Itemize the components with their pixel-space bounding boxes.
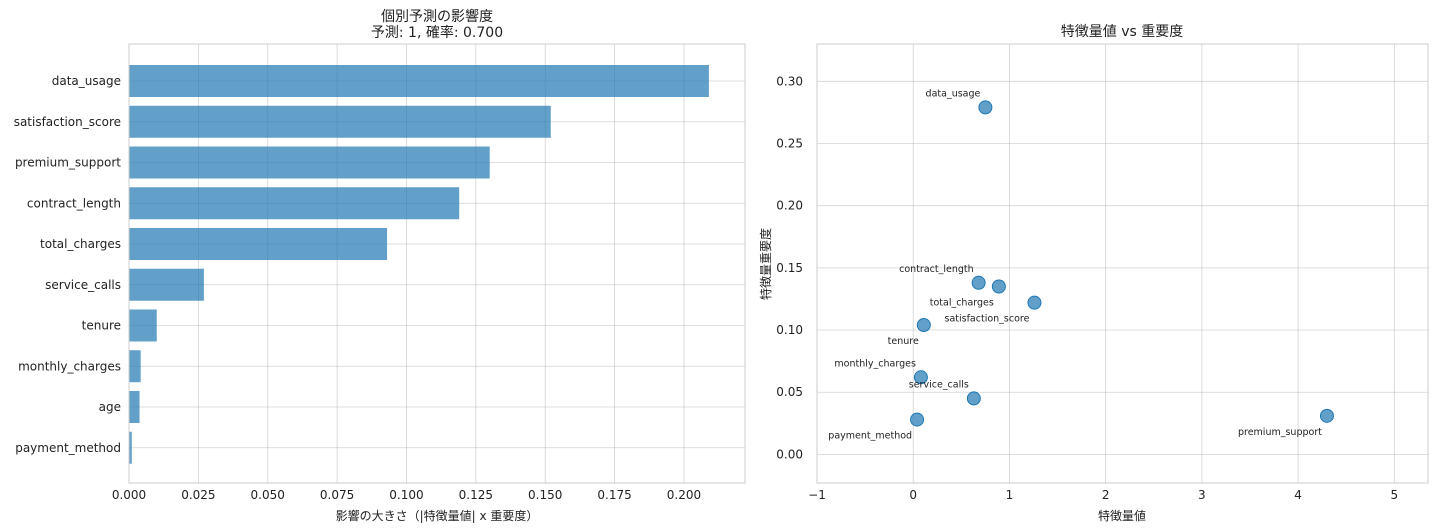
bar-category-label: service_calls (45, 278, 121, 292)
bar-data_usage (129, 65, 709, 97)
scatter-chart-x-tick-labels: −1 0 1 2 3 4 5 (808, 488, 1398, 502)
scatter-y-tick-label: 0.00 (776, 447, 803, 461)
bar-chart-frame (128, 43, 746, 484)
scatter-point-monthly_charges (913, 370, 928, 385)
bar-premium_support (129, 146, 490, 179)
scatter-x-tick-label: 0 (909, 488, 917, 502)
bar-payment_method (129, 431, 132, 464)
bar-category-label: total_charges (40, 237, 121, 251)
scatter-point-label: data_usage (926, 88, 981, 99)
bar-contract_length (129, 187, 460, 220)
scatter-y-tick-label: 0.15 (776, 261, 803, 275)
scatter-point-label: total_charges (930, 298, 994, 309)
scatter-x-tick-label: 4 (1294, 488, 1302, 502)
scatter-x-tick-label: 2 (1102, 488, 1110, 502)
scatter-chart-points (910, 100, 1334, 427)
scatter-point-label: monthly_charges (834, 358, 916, 369)
scatter-chart-x-axis-label: 特徴量値 (1098, 508, 1146, 523)
bar-monthly_charges (129, 350, 141, 383)
scatter-point-tenure (916, 318, 931, 333)
bar-category-label: satisfaction_score (14, 115, 121, 129)
scatter-point-premium_support (1319, 408, 1334, 423)
scatter-chart-y-tick-labels: 0.00 0.05 0.10 0.15 0.20 0.25 0.30 (776, 74, 803, 461)
scatter-x-tick-label: −1 (808, 488, 826, 502)
scatter-x-tick-label: 3 (1198, 488, 1206, 502)
bar-chart-x-tick-label: 0.025 (181, 488, 215, 502)
bar-chart-x-tick-label: 0.100 (389, 488, 423, 502)
bar-chart-x-tick-label: 0.200 (667, 488, 701, 502)
bar-tenure (129, 309, 157, 342)
bar-age (129, 391, 140, 423)
bar-chart-subtitle: 予測: 1, 確率: 0.700 (371, 24, 503, 41)
scatter-point-label: satisfaction_score (945, 314, 1030, 325)
bar-category-label: age (99, 400, 121, 414)
scatter-x-tick-label: 1 (1006, 488, 1014, 502)
bar-chart-bars (129, 65, 709, 464)
bar-category-label: premium_support (15, 156, 121, 170)
bar-category-label: data_usage (52, 74, 121, 88)
scatter-chart-title: 特徴量値 vs 重要度 (1061, 24, 1183, 40)
scatter-point-label: payment_method (828, 431, 912, 442)
bar-service_calls (129, 268, 204, 301)
bar-satisfaction_score (129, 105, 551, 138)
bar-chart-x-tick-label: 0.175 (597, 488, 631, 502)
bar-category-label: payment_method (15, 441, 121, 455)
bar-chart-x-axis-label: 影響の大きさ（|特徴量値| x 重要度） (336, 508, 539, 523)
scatter-point-label: service_calls (909, 379, 969, 390)
scatter-chart-y-axis-label: 特徴量重要度 (758, 228, 773, 300)
scatter-y-tick-label: 0.20 (776, 199, 803, 213)
scatter-chart-grid (816, 44, 1428, 483)
bar-chart-x-tick-label: 0.125 (459, 488, 493, 502)
scatter-point-service_calls (966, 391, 981, 406)
bar-total_charges (129, 228, 388, 260)
bar-chart-x-tick-label: 0.000 (112, 488, 146, 502)
scatter-point-total_charges (991, 279, 1006, 294)
scatter-y-tick-label: 0.10 (776, 323, 803, 337)
scatter-chart-point-labels: data_usage contract_length total_chargessa… (828, 88, 1322, 441)
scatter-y-tick-label: 0.25 (776, 136, 803, 150)
bar-category-label: monthly_charges (18, 359, 121, 373)
scatter-point-data_usage (978, 100, 993, 115)
scatter-point-label: tenure (888, 336, 919, 347)
bar-category-label: tenure (82, 319, 121, 333)
bar-chart-x-tick-label: 0.050 (251, 488, 285, 502)
bar-category-label: contract_length (27, 196, 121, 210)
impact-bar-chart: 個別予測の影響度 予測: 1, 確率: 0.700 data_usagesati… (14, 8, 746, 523)
scatter-chart: 特徴量値 vs 重要度 data_usage contract_lengthtot… (758, 24, 1429, 523)
bar-chart-x-tick-label: 0.075 (320, 488, 354, 502)
scatter-point-label: premium_support (1238, 427, 1322, 438)
scatter-x-tick-label: 5 (1391, 488, 1399, 502)
scatter-point-label: contract_length (899, 264, 974, 275)
scatter-point-satisfaction_score (1027, 295, 1042, 310)
scatter-chart-frame (816, 43, 1429, 484)
scatter-point-payment_method (910, 412, 925, 427)
bar-chart-x-tick-labels: 0.000 0.025 0.050 0.075 0.100 0.125 0.150 0.175… (112, 488, 701, 502)
scatter-y-tick-label: 0.05 (776, 385, 803, 399)
scatter-point-contract_length (971, 275, 986, 290)
bar-chart-title: 個別予測の影響度 (381, 8, 493, 25)
scatter-y-tick-label: 0.30 (776, 74, 803, 88)
bar-chart-x-tick-label: 0.150 (528, 488, 562, 502)
bar-chart-category-labels: data_usage satisfaction_score premium_supp… (14, 74, 122, 455)
